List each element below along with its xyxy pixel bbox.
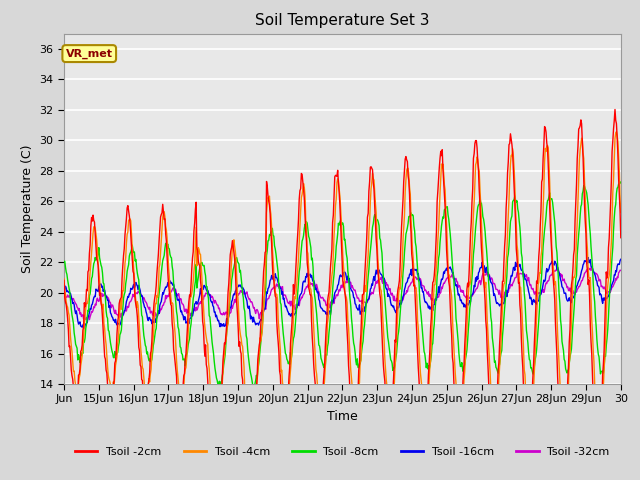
- Y-axis label: Soil Temperature (C): Soil Temperature (C): [20, 144, 34, 273]
- Legend: Tsoil -2cm, Tsoil -4cm, Tsoil -8cm, Tsoil -16cm, Tsoil -32cm: Tsoil -2cm, Tsoil -4cm, Tsoil -8cm, Tsoi…: [70, 442, 614, 461]
- Text: VR_met: VR_met: [66, 48, 113, 59]
- Title: Soil Temperature Set 3: Soil Temperature Set 3: [255, 13, 429, 28]
- X-axis label: Time: Time: [327, 410, 358, 423]
